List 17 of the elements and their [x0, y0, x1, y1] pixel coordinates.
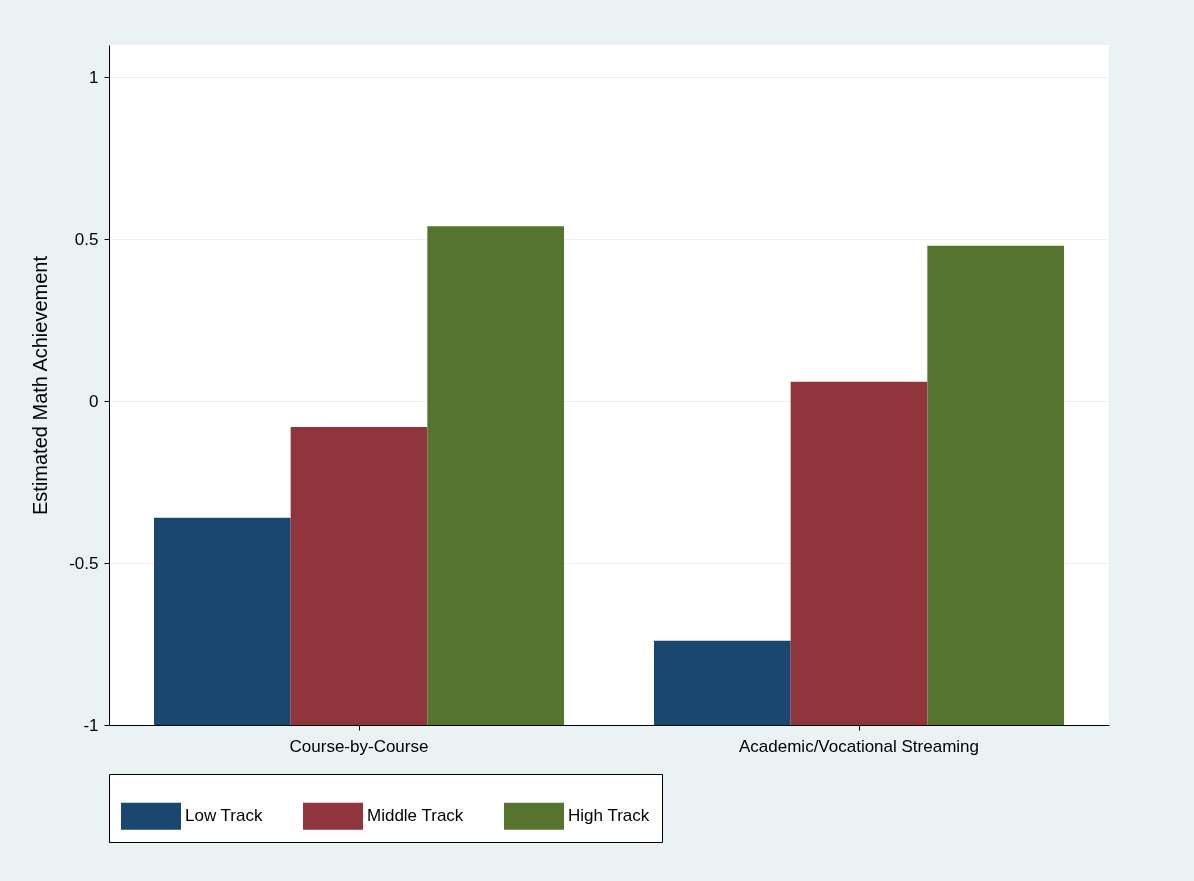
- bar: [927, 245, 1064, 725]
- x-tick-label: Academic/Vocational Streaming: [738, 736, 980, 756]
- bar: [427, 226, 564, 725]
- legend-label: Middle Track: [367, 806, 464, 826]
- y-tick-label: 1: [89, 67, 99, 87]
- legend-label: Low Track: [185, 806, 263, 826]
- bar: [654, 640, 791, 725]
- y-tick-label: 0.5: [74, 229, 99, 249]
- legend-label: High Track: [568, 806, 650, 826]
- bar: [290, 427, 428, 725]
- y-tick-label: 0: [89, 391, 99, 411]
- y-tick-label: -0.5: [69, 553, 99, 573]
- bar: [790, 381, 928, 725]
- y-tick-label: -1: [83, 715, 99, 735]
- y-axis-title: Estimated Math Achievement: [29, 255, 52, 516]
- bar: [154, 517, 291, 725]
- x-tick-label: Course-by-Course: [289, 736, 429, 756]
